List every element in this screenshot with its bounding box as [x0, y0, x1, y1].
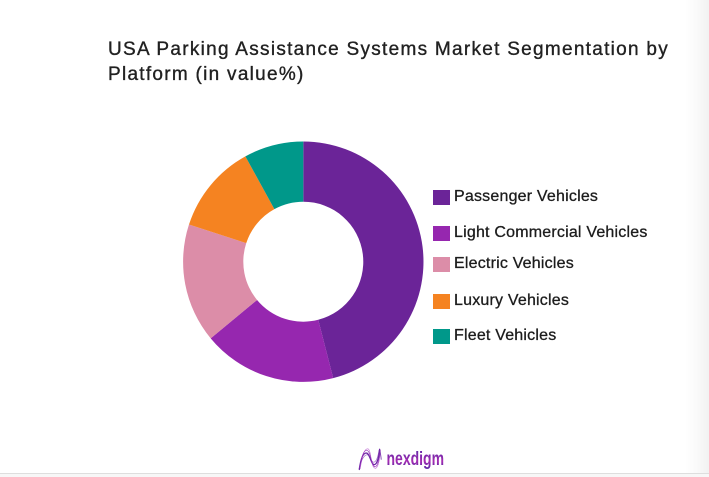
svg-text:nexdigm: nexdigm [387, 449, 445, 470]
